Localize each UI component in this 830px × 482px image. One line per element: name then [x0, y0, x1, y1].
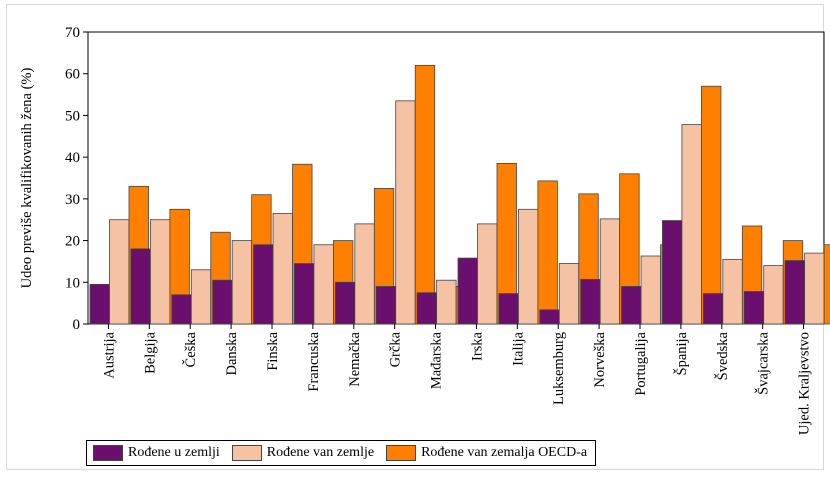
bar: [477, 223, 498, 325]
bar: [190, 269, 212, 325]
x-tick-label: Danska: [224, 331, 240, 375]
legend-label: Rođene u zemlji: [128, 445, 220, 460]
x-tick-label: Ujed. Kraljevstvo: [797, 332, 813, 435]
legend-item-rodjene-van-zemalja-oecd: Rođene van zemalja OECD-a: [386, 445, 587, 461]
y-tick-label: 30: [65, 192, 80, 208]
bar: [89, 283, 110, 325]
bar: [457, 257, 478, 325]
y-tick-label: 20: [65, 234, 80, 250]
legend-swatch: [231, 445, 262, 461]
x-tick-label: Mađarska: [429, 331, 445, 389]
x-tick-label: Češka: [182, 331, 199, 367]
bar: [558, 263, 580, 325]
bar: [149, 219, 171, 325]
bar: [334, 281, 356, 325]
bar: [498, 293, 519, 325]
y-tick-label: 50: [65, 108, 80, 124]
bar: [313, 244, 334, 325]
legend-swatch: [93, 445, 123, 461]
legend-item-rodjene-van-zemlje: Rođene van zemlje: [231, 445, 375, 461]
x-tick-label: Grčka: [388, 331, 404, 367]
bar: [171, 294, 192, 325]
x-tick-label: Švajcarska: [755, 331, 772, 394]
x-tick-label: Švedska: [714, 331, 731, 380]
bar: [414, 64, 436, 325]
bar: [375, 286, 397, 325]
bar: [517, 208, 539, 325]
x-tick-label: Luksemburg: [551, 332, 567, 405]
bar: [804, 252, 825, 325]
bar: [621, 286, 642, 325]
bar: [231, 240, 253, 325]
x-tick-label: Portugalija: [633, 331, 649, 395]
bar: [702, 293, 724, 325]
bar: [537, 180, 558, 325]
x-tick-label: Irska: [469, 331, 485, 361]
y-tick-label: 60: [65, 67, 80, 83]
x-tick-label: Austrija: [101, 331, 117, 378]
bar: [539, 309, 560, 325]
bar: [662, 220, 683, 325]
bar: [701, 85, 722, 325]
y-tick-label: 40: [65, 150, 80, 166]
legend: Rođene u zemlji Rođene van zemlje Rođene…: [86, 440, 597, 466]
bar: [722, 258, 743, 325]
bar: [763, 265, 784, 325]
y-axis-label: Udeo previše kvalifikovanih žena (%): [19, 68, 35, 289]
bar: [784, 260, 806, 325]
bar: [599, 218, 621, 325]
y-tick-label: 70: [65, 25, 80, 41]
bar: [743, 291, 765, 325]
legend-label: Rođene van zemalja OECD-a: [421, 445, 588, 460]
bar: [130, 248, 151, 325]
x-tick-label: Francuska: [306, 331, 322, 391]
legend-label: Rođene van zemlje: [266, 445, 375, 460]
bar: [272, 213, 293, 325]
legend-swatch: [386, 445, 417, 461]
bar: [823, 244, 830, 325]
bar: [416, 292, 438, 325]
x-tick-label: Nemačka: [347, 331, 363, 386]
y-tick-label: 0: [73, 317, 81, 333]
legend-item-rodjene-u-zemlji: Rođene u zemlji: [93, 445, 220, 461]
bar: [395, 100, 416, 325]
bar: [640, 255, 661, 325]
bar: [436, 279, 457, 325]
bar: [354, 223, 375, 325]
bar: [294, 263, 315, 325]
bar: [212, 279, 233, 325]
bar: [109, 219, 130, 325]
x-tick-label: Finska: [265, 331, 281, 370]
bar: [253, 244, 274, 325]
x-tick-label: Belgija: [142, 331, 158, 373]
x-tick-label: Španija: [673, 331, 690, 375]
x-tick-label: Italija: [510, 331, 526, 365]
bar: [681, 124, 702, 325]
y-tick-label: 10: [65, 275, 80, 291]
x-tick-label: Norveška: [592, 331, 608, 387]
bar: [580, 278, 601, 325]
